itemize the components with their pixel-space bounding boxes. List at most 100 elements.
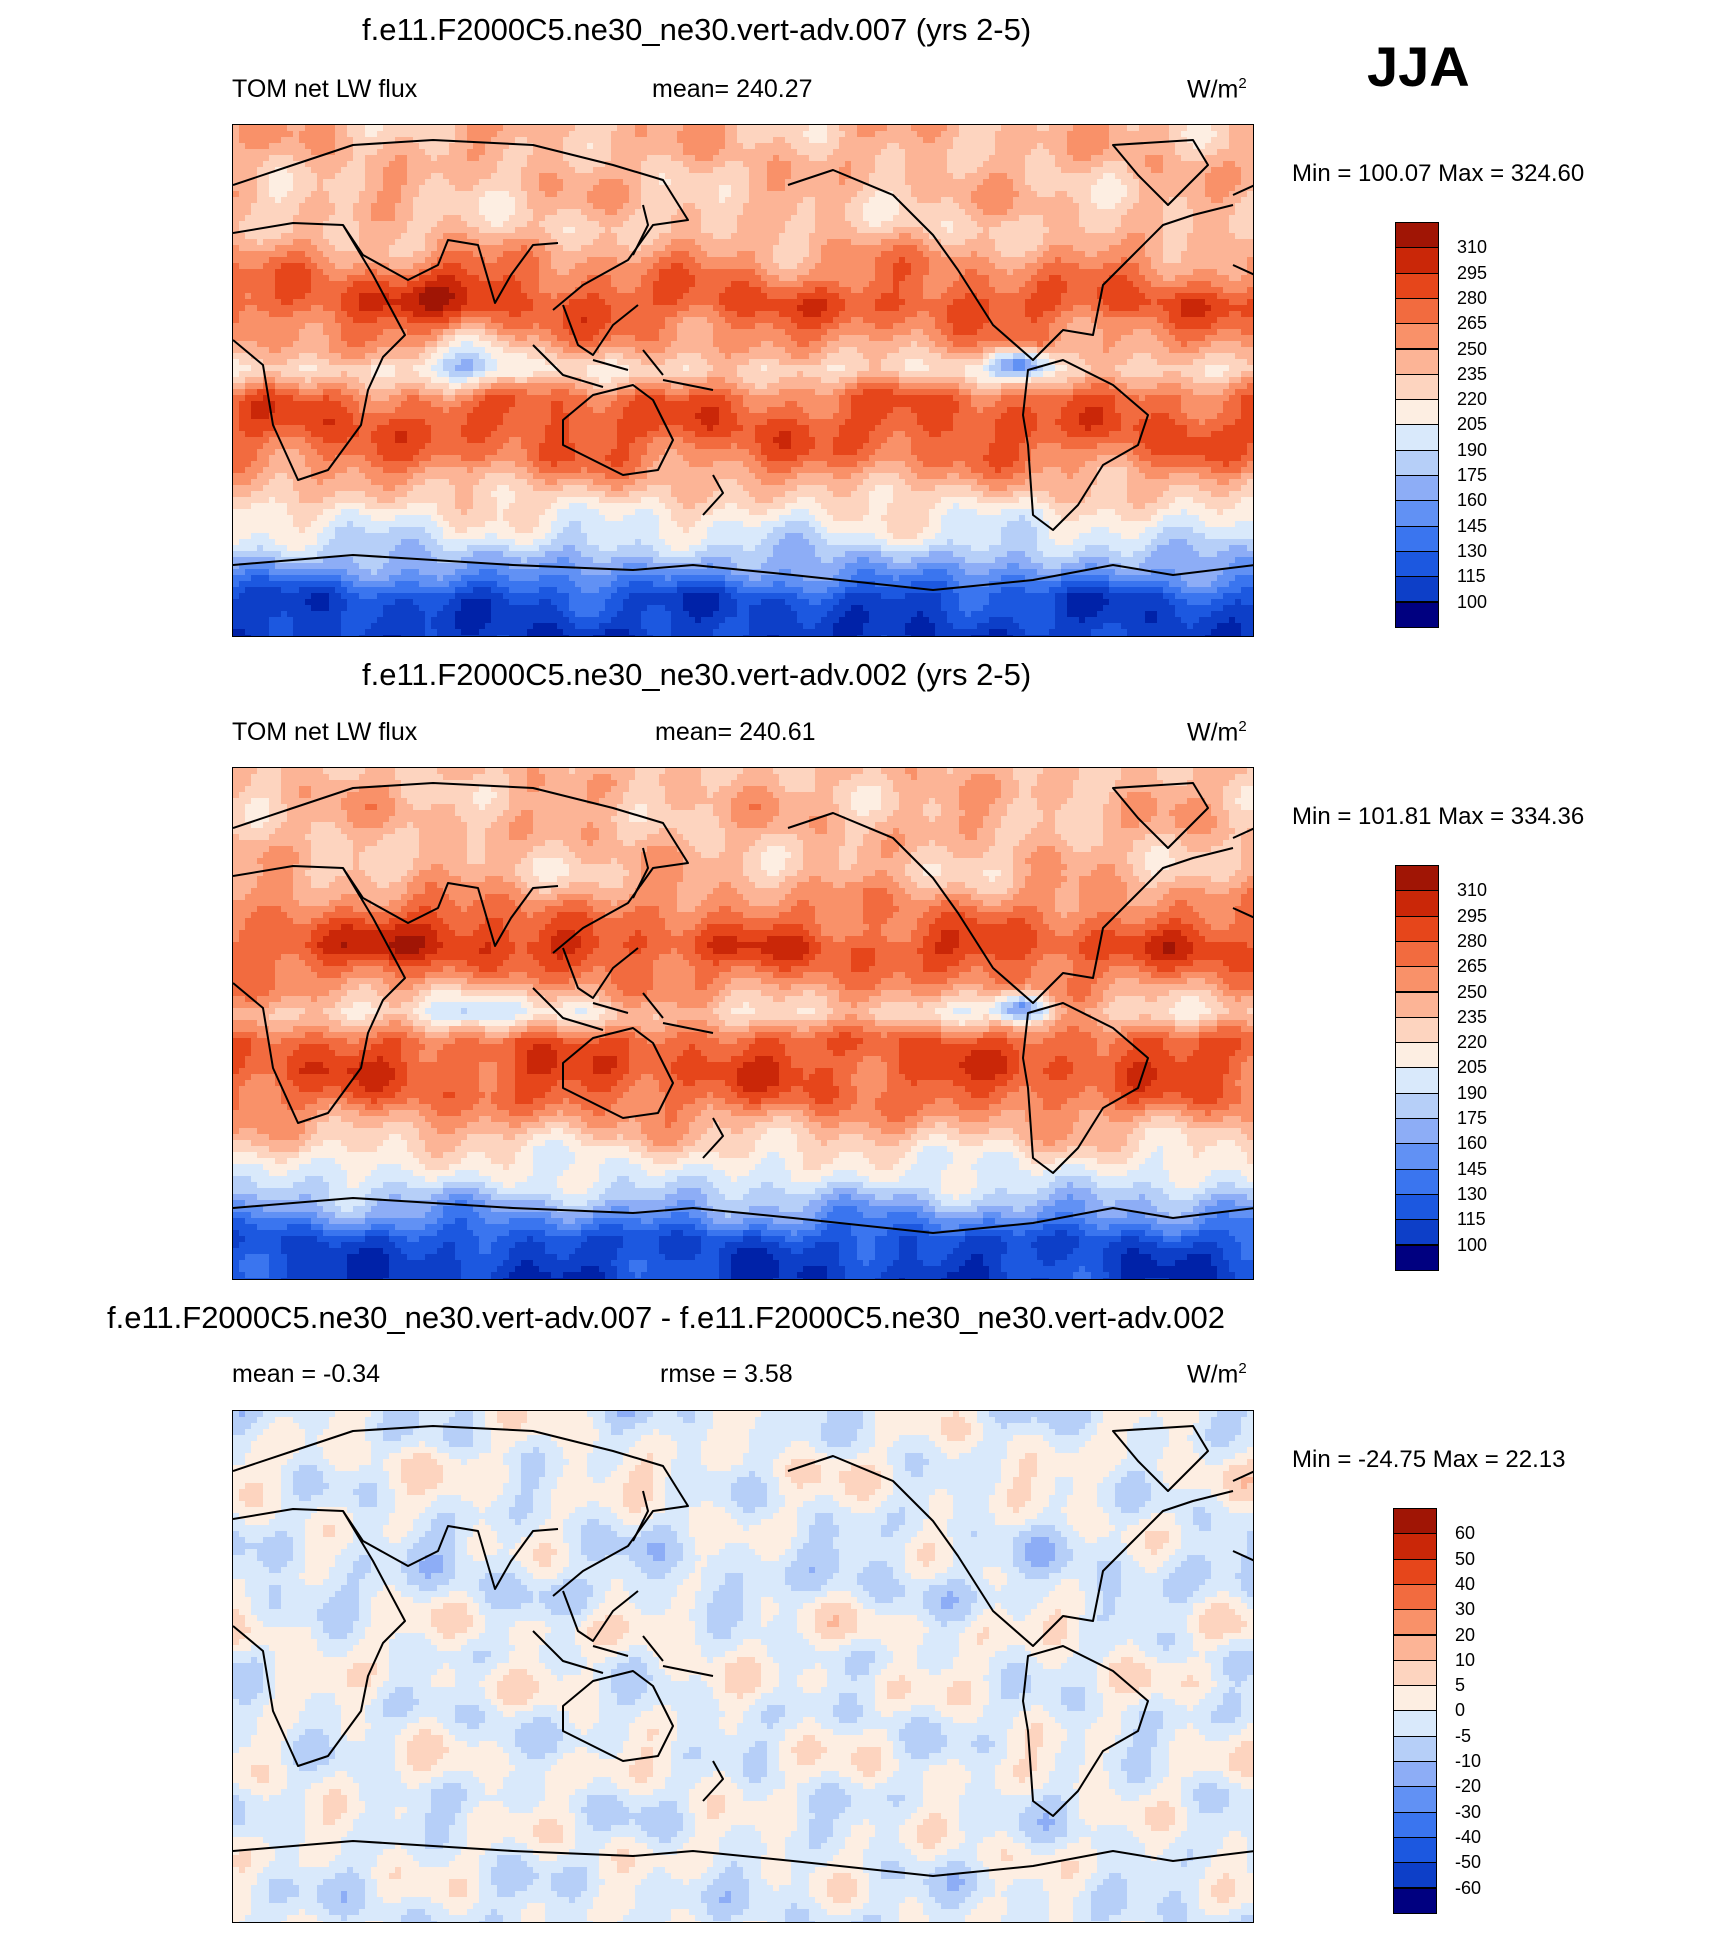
field-cell — [263, 227, 270, 234]
field-cell — [257, 227, 264, 234]
field-cell — [431, 179, 438, 186]
field-cell — [251, 251, 258, 258]
field-cell — [233, 227, 240, 234]
field-cell — [989, 179, 996, 186]
field-cell — [245, 275, 252, 282]
field-cell — [1079, 227, 1086, 234]
field-cell — [1019, 179, 1026, 186]
field-cell — [905, 227, 912, 234]
field-cell — [1217, 263, 1224, 270]
field-cell — [509, 221, 516, 228]
field-cell — [881, 257, 888, 264]
field-cell — [665, 197, 672, 204]
field-cell — [875, 239, 882, 246]
field-cell — [527, 137, 534, 144]
field-cell — [689, 269, 696, 276]
field-cell — [1055, 149, 1062, 156]
field-cell — [623, 155, 630, 162]
field-cell — [875, 245, 882, 252]
field-cell — [851, 233, 858, 240]
field-cell — [1163, 167, 1170, 174]
field-cell — [551, 293, 558, 300]
field-cell — [365, 293, 372, 300]
field-cell — [653, 251, 660, 258]
field-cell — [989, 185, 996, 192]
field-cell — [383, 275, 390, 282]
field-cell — [947, 197, 954, 204]
field-cell — [1139, 281, 1146, 288]
field-cell — [1121, 173, 1128, 180]
field-cell — [311, 299, 318, 306]
field-cell — [989, 203, 996, 210]
field-cell — [701, 173, 708, 180]
field-cell — [425, 173, 432, 180]
field-cell — [1115, 269, 1122, 276]
field-cell — [1049, 239, 1056, 246]
field-cell — [1049, 245, 1056, 252]
field-cell — [353, 281, 360, 288]
field-cell — [941, 257, 948, 264]
field-cell — [1025, 227, 1032, 234]
field-cell — [779, 275, 786, 282]
field-cell — [353, 251, 360, 258]
field-cell — [287, 149, 294, 156]
field-cell — [611, 125, 618, 132]
field-cell — [515, 251, 522, 258]
field-cell — [527, 149, 534, 156]
field-cell — [971, 263, 978, 270]
field-cell — [857, 185, 864, 192]
field-cell — [473, 185, 480, 192]
field-cell — [557, 209, 564, 216]
field-cell — [809, 233, 816, 240]
field-cell — [899, 287, 906, 294]
field-cell — [743, 173, 750, 180]
field-cell — [1199, 293, 1206, 300]
field-cell — [749, 143, 756, 150]
field-cell — [545, 185, 552, 192]
field-cell — [629, 239, 636, 246]
field-cell — [671, 191, 678, 198]
field-cell — [425, 275, 432, 282]
field-cell — [671, 131, 678, 138]
field-cell — [347, 245, 354, 252]
field-cell — [707, 185, 714, 192]
field-cell — [1055, 167, 1062, 174]
field-cell — [1163, 287, 1170, 294]
field-cell — [323, 287, 330, 294]
field-cell — [761, 263, 768, 270]
field-cell — [1097, 263, 1104, 270]
field-cell — [1145, 221, 1152, 228]
field-cell — [623, 287, 630, 294]
field-cell — [623, 197, 630, 204]
field-cell — [1169, 155, 1176, 162]
field-cell — [1187, 245, 1194, 252]
field-cell — [1073, 131, 1080, 138]
field-cell — [965, 173, 972, 180]
field-cell — [707, 287, 714, 294]
field-cell — [269, 203, 276, 210]
field-cell — [1133, 137, 1140, 144]
field-cell — [371, 281, 378, 288]
field-cell — [581, 257, 588, 264]
field-cell — [953, 239, 960, 246]
field-cell — [905, 185, 912, 192]
field-cell — [1145, 281, 1152, 288]
field-cell — [545, 125, 552, 132]
field-cell — [437, 221, 444, 228]
field-cell — [479, 155, 486, 162]
field-cell — [899, 215, 906, 222]
field-cell — [881, 143, 888, 150]
field-cell — [1037, 293, 1044, 300]
field-cell — [1001, 293, 1008, 300]
field-cell — [653, 191, 660, 198]
field-cell — [1151, 209, 1158, 216]
field-cell — [641, 155, 648, 162]
field-cell — [431, 149, 438, 156]
field-cell — [1001, 287, 1008, 294]
field-cell — [1205, 197, 1212, 204]
field-cell — [335, 185, 342, 192]
field-cell — [893, 125, 900, 132]
field-cell — [719, 281, 726, 288]
field-cell — [851, 251, 858, 258]
field-cell — [1043, 269, 1050, 276]
